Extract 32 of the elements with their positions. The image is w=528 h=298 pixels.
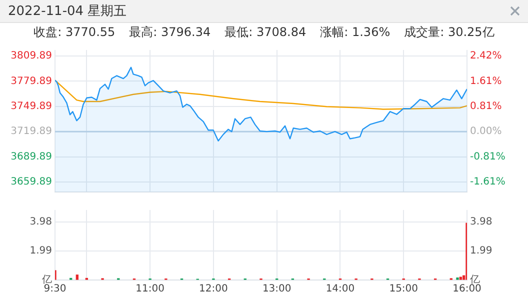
x-tick-label: 11:00 [136,284,164,295]
y-tick-label: 3779.89 [10,76,52,87]
y2-tick-label: 0.81% [470,100,502,112]
y2-tick-label: 2.42% [470,50,502,62]
y2-tick-label: 1.99 [470,246,492,257]
x-tick-label: 15:00 [389,284,418,295]
y-tick-label: 3809.89 [10,50,52,62]
y2-tick-label: -1.61% [470,176,506,188]
x-tick-label: 16:00 [452,284,482,295]
text: 最高: 3796.34 [129,24,211,40]
y2-tick-label: 0.00% [470,126,502,138]
x-tick-label: 12:00 [199,284,228,295]
y2-tick-label: 3.98 [470,216,492,228]
bar [459,276,462,280]
text: 收盘: 3770.55 [34,24,116,40]
x-tick-label: 9:30 [44,284,66,295]
y-tick-label: 3659.89 [10,176,52,188]
text: 涨幅: 1.36% [320,24,390,40]
y-tick-label: 3749.89 [10,100,52,112]
y-tick-label: 3.98 [30,216,52,228]
x-tick-label: 14:00 [326,284,355,295]
bar [76,274,79,280]
chart-title: 2022-11-04 星期五 [8,3,127,20]
y2-tick-label: -0.81% [470,152,506,163]
bar [456,277,459,280]
x-tick-label: 13:00 [262,284,292,295]
text: 成交量: 30.25亿 [404,24,494,40]
text: 最低: 3708.84 [224,24,306,40]
y-tick-label: 3689.89 [10,151,52,162]
y-tick-label: 3719.89 [10,126,52,138]
y2-tick-label: 1.61% [470,76,502,87]
y-tick-label: 1.99 [30,246,52,257]
